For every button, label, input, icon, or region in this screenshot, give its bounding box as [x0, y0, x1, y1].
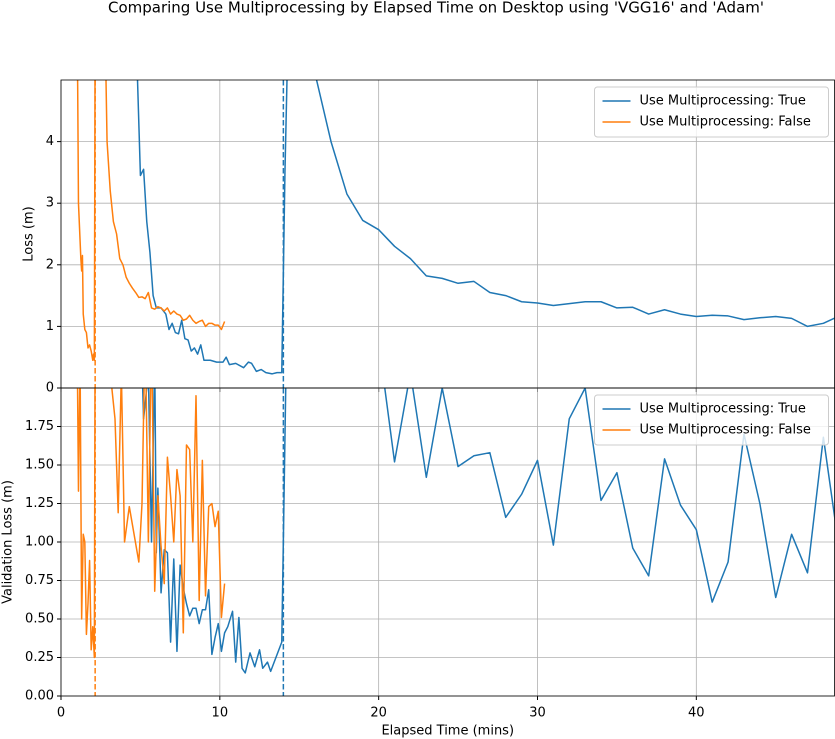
- x-axis-label: Elapsed Time (mins): [381, 724, 514, 739]
- plot-area: [76, 80, 835, 388]
- series-line: [76, 80, 226, 362]
- legend-box: [594, 86, 829, 138]
- legend-label: Use Multiprocessing: True: [640, 402, 806, 417]
- legend-label: Use Multiprocessing: False: [640, 115, 811, 130]
- y-tick-label: 1: [46, 319, 54, 334]
- x-tick-label: 10: [212, 706, 229, 721]
- y-tick-label: 0.00: [25, 689, 54, 704]
- y-tick-label: 1.75: [25, 419, 54, 434]
- y-tick-label: 1.25: [25, 496, 54, 511]
- legend-label: Use Multiprocessing: True: [640, 94, 806, 109]
- legend-box: [594, 394, 829, 446]
- figure-title: Comparing Use Multiprocessing by Elapsed…: [108, 0, 764, 17]
- x-tick-label: 0: [57, 706, 65, 721]
- y-tick-label: 1.50: [25, 458, 54, 473]
- x-tick-label: 20: [370, 706, 387, 721]
- legend-label: Use Multiprocessing: False: [640, 423, 811, 438]
- y-tick-label: 3: [46, 196, 54, 211]
- y-axis-label: Validation Loss (m): [1, 480, 16, 604]
- plot-area: [76, 388, 835, 696]
- y-tick-label: 0.25: [25, 650, 54, 665]
- y-tick-label: 4: [46, 134, 54, 149]
- series-line: [141, 388, 835, 674]
- y-tick-label: 0: [46, 381, 54, 396]
- y-tick-label: 0.50: [25, 612, 54, 627]
- y-tick-label: 0.75: [25, 573, 54, 588]
- x-tick-label: 30: [529, 706, 546, 721]
- series-line: [76, 388, 226, 659]
- y-axis-label: Loss (m): [22, 206, 37, 261]
- y-tick-label: 2: [46, 257, 54, 272]
- x-tick-label: 40: [688, 706, 705, 721]
- y-tick-label: 1.00: [25, 535, 54, 550]
